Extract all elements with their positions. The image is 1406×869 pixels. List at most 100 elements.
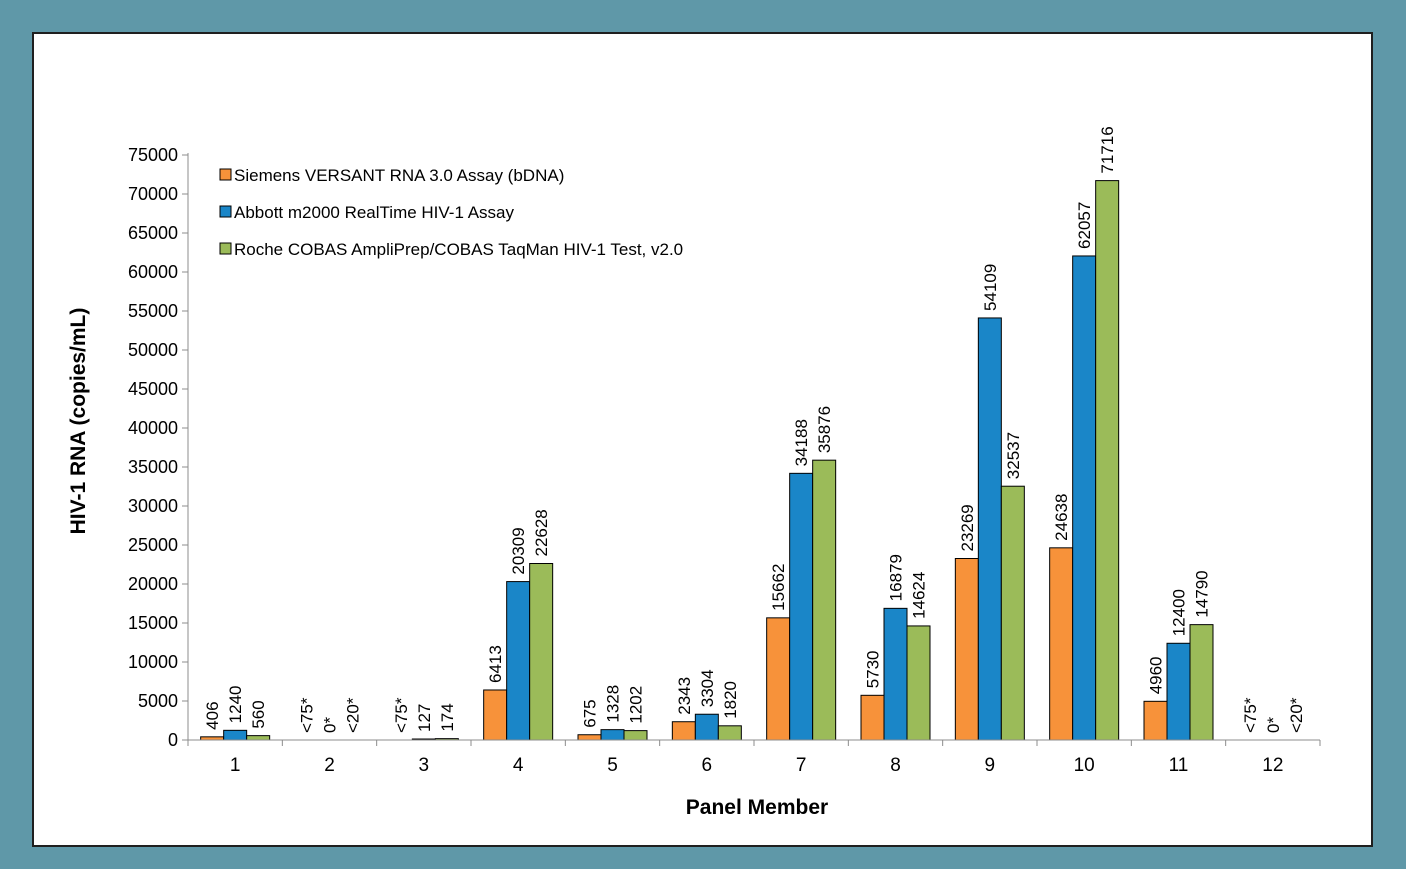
x-tick-label: 7 (796, 755, 807, 776)
x-axis: 1 2 3 4 5 6 7 8 9 10 11 12 (187, 739, 1321, 776)
bar (483, 689, 508, 741)
bar (694, 713, 719, 741)
chart-frame: 0 5000 10000 15000 20000 25000 30000 35000 40000… (32, 32, 1373, 847)
x-tick-label: 11 (1169, 755, 1189, 776)
x-tick-label: 1 (230, 755, 241, 776)
bar-data-label: 6413 (486, 645, 505, 683)
bar-chart: 0 5000 10000 15000 20000 25000 30000 35000 40000… (67, 126, 1321, 819)
bar (812, 459, 837, 741)
y-tick-label: 75000 (128, 145, 178, 165)
bar-data-label: 12400 (1170, 589, 1189, 636)
y-tick-label: 5000 (138, 691, 178, 711)
bar-data-label: 32537 (1004, 432, 1023, 479)
bar-data-label: 15662 (769, 564, 788, 611)
bar (906, 625, 931, 741)
bar (577, 734, 602, 741)
y-tick-label: 35000 (128, 457, 178, 477)
x-axis-title: Panel Member (686, 796, 828, 819)
y-tick-label: 30000 (128, 496, 178, 516)
bar-data-label: 174 (438, 703, 457, 731)
bar-data-label: 127 (415, 704, 434, 732)
bar-labels-group: 406 <75* <75* 6413 675 2343 15662 5730 23269 2463… (203, 126, 1306, 733)
bar-data-label: 3304 (698, 669, 717, 707)
bar-data-label: 675 (581, 699, 600, 727)
bar (717, 725, 742, 741)
bar (623, 730, 648, 741)
bar-data-label: 1820 (721, 681, 740, 719)
y-tick-label: 0 (168, 730, 178, 750)
bar-data-label: 71716 (1098, 126, 1117, 173)
y-tick-label: 45000 (128, 379, 178, 399)
bar (1166, 642, 1191, 741)
bar-data-label: <75* (1241, 697, 1260, 733)
bar-data-label: 23269 (958, 504, 977, 551)
x-tick-label: 12 (1262, 755, 1283, 776)
bar (766, 617, 791, 741)
bar-data-label: 1240 (226, 685, 245, 723)
bar (600, 729, 625, 741)
x-tick-label: 9 (985, 755, 996, 776)
bar (1000, 485, 1025, 741)
bar-data-label: 54109 (981, 264, 1000, 311)
bar (789, 472, 814, 741)
bar-data-label: 14790 (1193, 570, 1212, 617)
bars-group (200, 180, 1214, 741)
legend-label: Abbott m2000 RealTime HIV-1 Assay (234, 203, 515, 222)
bar (506, 581, 531, 741)
x-tick-label: 2 (324, 755, 335, 776)
bar-data-label: <20* (1287, 697, 1306, 733)
legend-label: Siemens VERSANT RNA 3.0 Assay (bDNA) (234, 166, 564, 185)
bar (860, 694, 885, 741)
bar-data-label: <75* (298, 697, 317, 733)
bar-data-label: 1202 (627, 686, 646, 724)
bar (883, 607, 908, 741)
bar-data-label: 22628 (532, 509, 551, 556)
y-tick-label: 70000 (128, 184, 178, 204)
legend: Siemens VERSANT RNA 3.0 Assay (bDNA) Abbo… (219, 166, 683, 259)
legend-swatch (219, 168, 232, 181)
bar-data-label: 20309 (509, 527, 528, 574)
legend-swatch (219, 205, 232, 218)
bar-data-label: 560 (249, 700, 268, 728)
bar (1095, 180, 1120, 741)
x-tick-label: 6 (702, 755, 713, 776)
bar (954, 558, 979, 741)
bar-data-label: 24638 (1052, 494, 1071, 541)
y-tick-label: 65000 (128, 223, 178, 243)
bar-data-label: 16879 (887, 554, 906, 601)
x-tick-label: 3 (419, 755, 430, 776)
bar-data-label: 0* (321, 717, 340, 733)
y-tick-label: 50000 (128, 340, 178, 360)
x-tick-label: 5 (607, 755, 618, 776)
bar (1189, 624, 1214, 741)
y-tick-label: 15000 (128, 613, 178, 633)
x-tick-label: 4 (513, 755, 524, 776)
bar-data-label: 14624 (910, 572, 929, 619)
x-tick-label: 10 (1074, 755, 1095, 776)
x-tick-label: 8 (890, 755, 901, 776)
y-tick-label: 20000 (128, 574, 178, 594)
bar-data-label: <20* (344, 697, 363, 733)
y-tick-label: 10000 (128, 652, 178, 672)
bar-data-label: 35876 (815, 406, 834, 453)
bar (246, 735, 271, 741)
bar-data-label: 0* (1264, 717, 1283, 733)
bar (1072, 255, 1097, 741)
y-tick-label: 55000 (128, 301, 178, 321)
bar (977, 317, 1002, 741)
bar (671, 721, 696, 741)
y-tick-label: 60000 (128, 262, 178, 282)
bar-data-label: 34188 (792, 419, 811, 466)
legend-label: Roche COBAS AmpliPrep/COBAS TaqMan HIV-1… (234, 240, 683, 259)
y-axis: 0 5000 10000 15000 20000 25000 30000 35000 40000… (128, 145, 189, 750)
bar (529, 563, 554, 741)
bar (1143, 700, 1168, 741)
bar-data-label: 406 (203, 701, 222, 729)
bar (223, 729, 248, 741)
bar-data-label: 5730 (864, 650, 883, 688)
y-tick-label: 40000 (128, 418, 178, 438)
bar-data-label: 1328 (604, 685, 623, 723)
bar-data-label: 2343 (675, 677, 694, 715)
y-axis-title: HIV-1 RNA (copies/mL) (67, 308, 90, 535)
bar-data-label: 62057 (1075, 202, 1094, 249)
